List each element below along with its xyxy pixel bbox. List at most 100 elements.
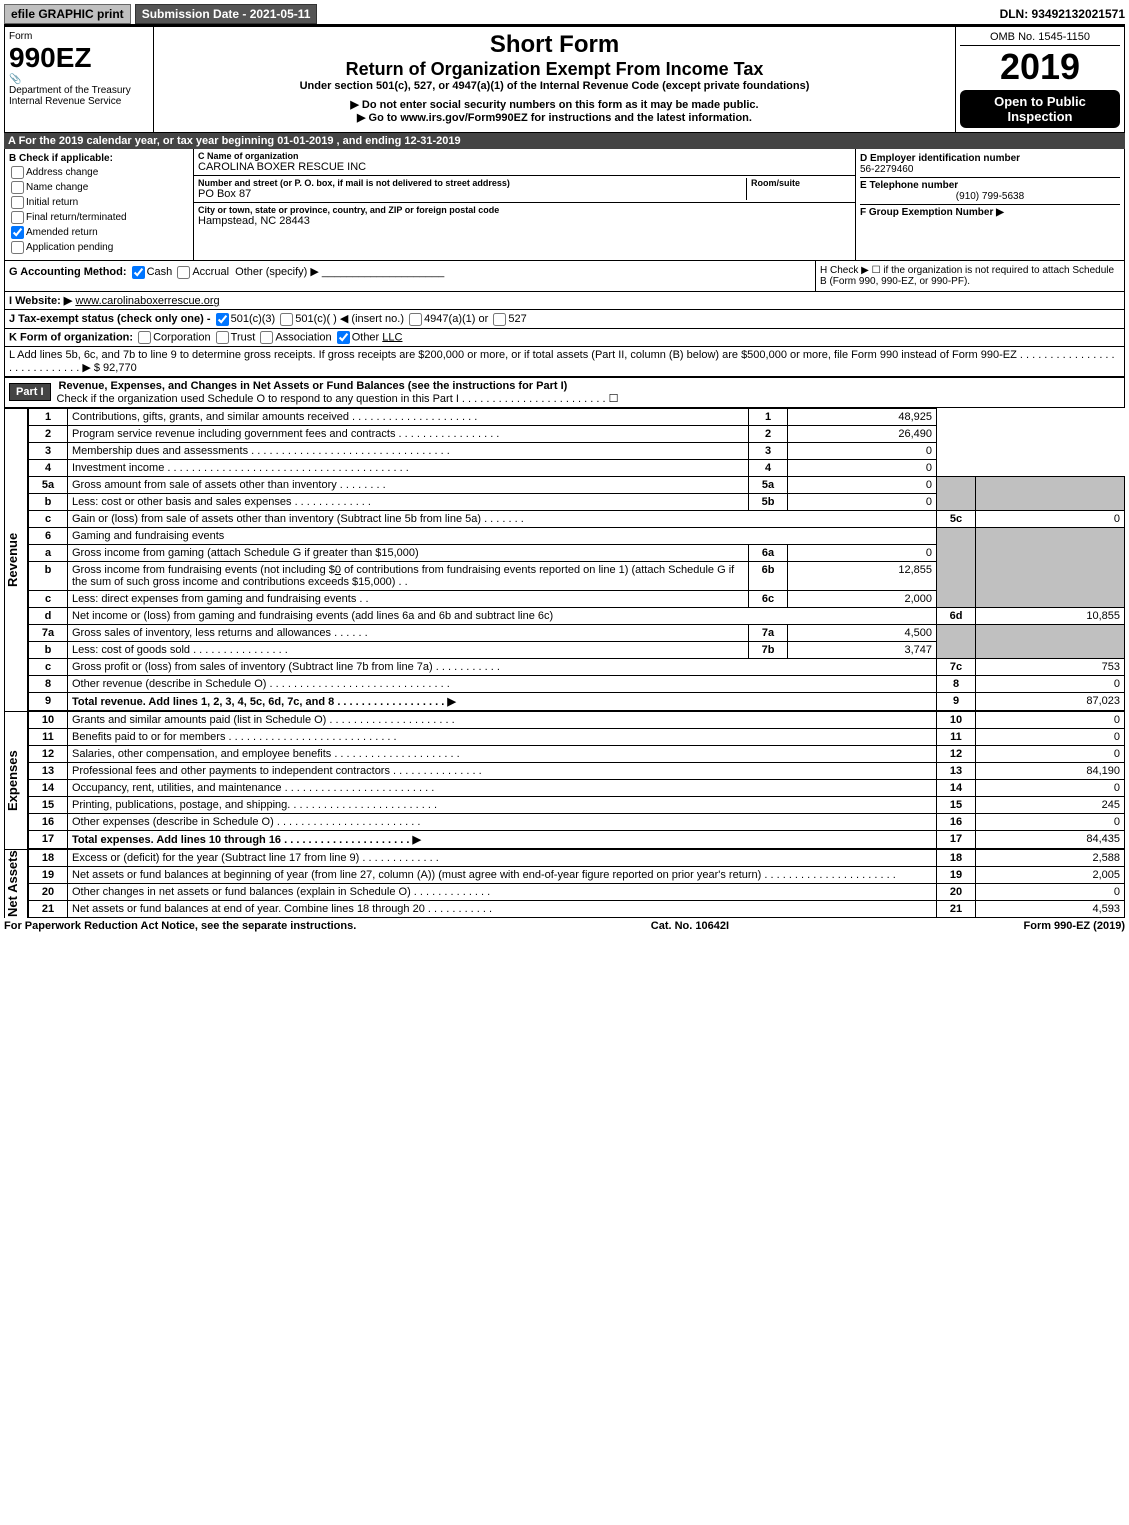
other-org-value: LLC — [382, 331, 402, 343]
application-pending-checkbox[interactable] — [11, 241, 24, 254]
amended-return-label: Amended return — [26, 227, 98, 238]
address-change-checkbox[interactable] — [11, 166, 24, 179]
line-3: 3Membership dues and assessments . . . .… — [29, 442, 1125, 459]
line-5c: cGain or (loss) from sale of assets othe… — [29, 510, 1125, 527]
footer-center: Cat. No. 10642I — [651, 920, 729, 932]
short-form-title: Short Form — [158, 31, 951, 59]
line-18: 18Excess or (deficit) for the year (Subt… — [29, 849, 1125, 866]
netassets-side-label: Net Assets — [4, 849, 28, 918]
name-change-checkbox[interactable] — [11, 181, 24, 194]
line-21: 21Net assets or fund balances at end of … — [29, 900, 1125, 917]
527-checkbox[interactable] — [493, 313, 506, 326]
row-l-text: L Add lines 5b, 6c, and 7b to line 9 to … — [9, 349, 1115, 374]
netassets-section: Net Assets 18Excess or (deficit) for the… — [4, 849, 1125, 918]
line-15: 15Printing, publications, postage, and s… — [29, 796, 1125, 813]
form-org-label: K Form of organization: — [9, 331, 133, 343]
4947-checkbox[interactable] — [409, 313, 422, 326]
room-label: Room/suite — [751, 178, 851, 188]
accounting-method-label: G Accounting Method: — [9, 266, 127, 278]
other-org-label: Other — [352, 331, 380, 343]
trust-label: Trust — [231, 331, 256, 343]
part1-title: Revenue, Expenses, and Changes in Net As… — [57, 378, 570, 394]
part1-check: Check if the organization used Schedule … — [57, 393, 619, 405]
corp-checkbox[interactable] — [138, 331, 151, 344]
line-20: 20Other changes in net assets or fund ba… — [29, 883, 1125, 900]
final-return-label: Final return/terminated — [26, 212, 127, 223]
corp-label: Corporation — [153, 331, 210, 343]
warn-link: ▶ Go to www.irs.gov/Form990EZ for instru… — [158, 111, 951, 124]
line-8: 8Other revenue (describe in Schedule O) … — [29, 675, 1125, 692]
initial-return-label: Initial return — [26, 197, 78, 208]
line-2: 2Program service revenue including gover… — [29, 425, 1125, 442]
box-c-name-label: C Name of organization — [198, 151, 851, 161]
line-6d: dNet income or (loss) from gaming and fu… — [29, 607, 1125, 624]
row-k: K Form of organization: Corporation Trus… — [4, 329, 1125, 347]
line-10: 10Grants and similar amounts paid (list … — [29, 711, 1125, 728]
street-value: PO Box 87 — [198, 188, 746, 200]
name-change-label: Name change — [26, 182, 88, 193]
line-19: 19Net assets or fund balances at beginni… — [29, 866, 1125, 883]
expenses-section: Expenses 10Grants and similar amounts pa… — [4, 711, 1125, 849]
line-17: 17Total expenses. Add lines 10 through 1… — [29, 830, 1125, 848]
cash-checkbox[interactable] — [132, 266, 145, 279]
accrual-checkbox[interactable] — [177, 266, 190, 279]
dept-treasury: Department of the Treasury — [9, 85, 149, 96]
part1-label: Part I — [9, 383, 51, 401]
website-value: www.carolinaboxerrescue.org — [75, 295, 219, 307]
revenue-side-label: Revenue — [4, 408, 28, 711]
address-change-label: Address change — [26, 167, 98, 178]
501c-label: 501(c)( ) ◀ (insert no.) — [295, 313, 404, 325]
line-7c: cGross profit or (loss) from sales of in… — [29, 658, 1125, 675]
trust-checkbox[interactable] — [216, 331, 229, 344]
amended-return-checkbox[interactable] — [11, 226, 24, 239]
assoc-label: Association — [275, 331, 331, 343]
ein-label: D Employer identification number — [860, 153, 1120, 164]
phone-value: (910) 799-5638 — [860, 191, 1120, 202]
warn-ssn: ▶ Do not enter social security numbers o… — [158, 98, 951, 111]
row-h: H Check ▶ ☐ if the organization is not r… — [815, 261, 1124, 291]
revenue-section: Revenue 1Contributions, gifts, grants, a… — [4, 408, 1125, 711]
submission-date-button[interactable]: Submission Date - 2021-05-11 — [135, 4, 318, 24]
row-l-value: 92,770 — [103, 362, 137, 374]
group-exemption-label: F Group Exemption Number ▶ — [860, 207, 1120, 218]
line-11: 11Benefits paid to or for members . . . … — [29, 728, 1125, 745]
line-13: 13Professional fees and other payments t… — [29, 762, 1125, 779]
line-5a: 5aGross amount from sale of assets other… — [29, 476, 1125, 493]
efile-button[interactable]: efile GRAPHIC print — [4, 4, 131, 24]
line-9: 9Total revenue. Add lines 1, 2, 3, 4, 5c… — [29, 692, 1125, 710]
assoc-checkbox[interactable] — [260, 331, 273, 344]
irs-label: Internal Revenue Service — [9, 96, 149, 107]
website-label: I Website: ▶ — [9, 295, 72, 307]
box-b-title: B Check if applicable: — [9, 153, 189, 164]
cash-label: Cash — [147, 266, 173, 278]
line-14: 14Occupancy, rent, utilities, and mainte… — [29, 779, 1125, 796]
final-return-checkbox[interactable] — [11, 211, 24, 224]
phone-label: E Telephone number — [860, 180, 1120, 191]
main-title: Return of Organization Exempt From Incom… — [158, 59, 951, 80]
line-16: 16Other expenses (describe in Schedule O… — [29, 813, 1125, 830]
row-l: L Add lines 5b, 6c, and 7b to line 9 to … — [4, 347, 1125, 377]
501c3-label: 501(c)(3) — [231, 313, 276, 325]
top-bar: efile GRAPHIC print Submission Date - 20… — [4, 4, 1125, 26]
527-label: 527 — [508, 313, 526, 325]
line-6: 6Gaming and fundraising events — [29, 527, 1125, 544]
row-j: J Tax-exempt status (check only one) - 5… — [4, 310, 1125, 329]
subtitle: Under section 501(c), 527, or 4947(a)(1)… — [158, 80, 951, 92]
city-label: City or town, state or province, country… — [198, 205, 851, 215]
ein-value: 56-2279460 — [860, 164, 1120, 175]
501c3-checkbox[interactable] — [216, 313, 229, 326]
initial-return-checkbox[interactable] — [11, 196, 24, 209]
street-label: Number and street (or P. O. box, if mail… — [198, 178, 746, 188]
footer-right: Form 990-EZ (2019) — [1024, 920, 1125, 932]
page-footer: For Paperwork Reduction Act Notice, see … — [4, 918, 1125, 934]
form-number: 990EZ — [9, 42, 149, 74]
501c-checkbox[interactable] — [280, 313, 293, 326]
accrual-label: Accrual — [192, 266, 229, 278]
row-g: G Accounting Method: Cash Accrual Other … — [4, 261, 1125, 292]
line-12: 12Salaries, other compensation, and empl… — [29, 745, 1125, 762]
line-4: 4Investment income . . . . . . . . . . .… — [29, 459, 1125, 476]
other-org-checkbox[interactable] — [337, 331, 350, 344]
open-public-badge: Open to Public Inspection — [960, 90, 1120, 128]
expenses-side-label: Expenses — [4, 711, 28, 849]
line-7a: 7aGross sales of inventory, less returns… — [29, 624, 1125, 641]
